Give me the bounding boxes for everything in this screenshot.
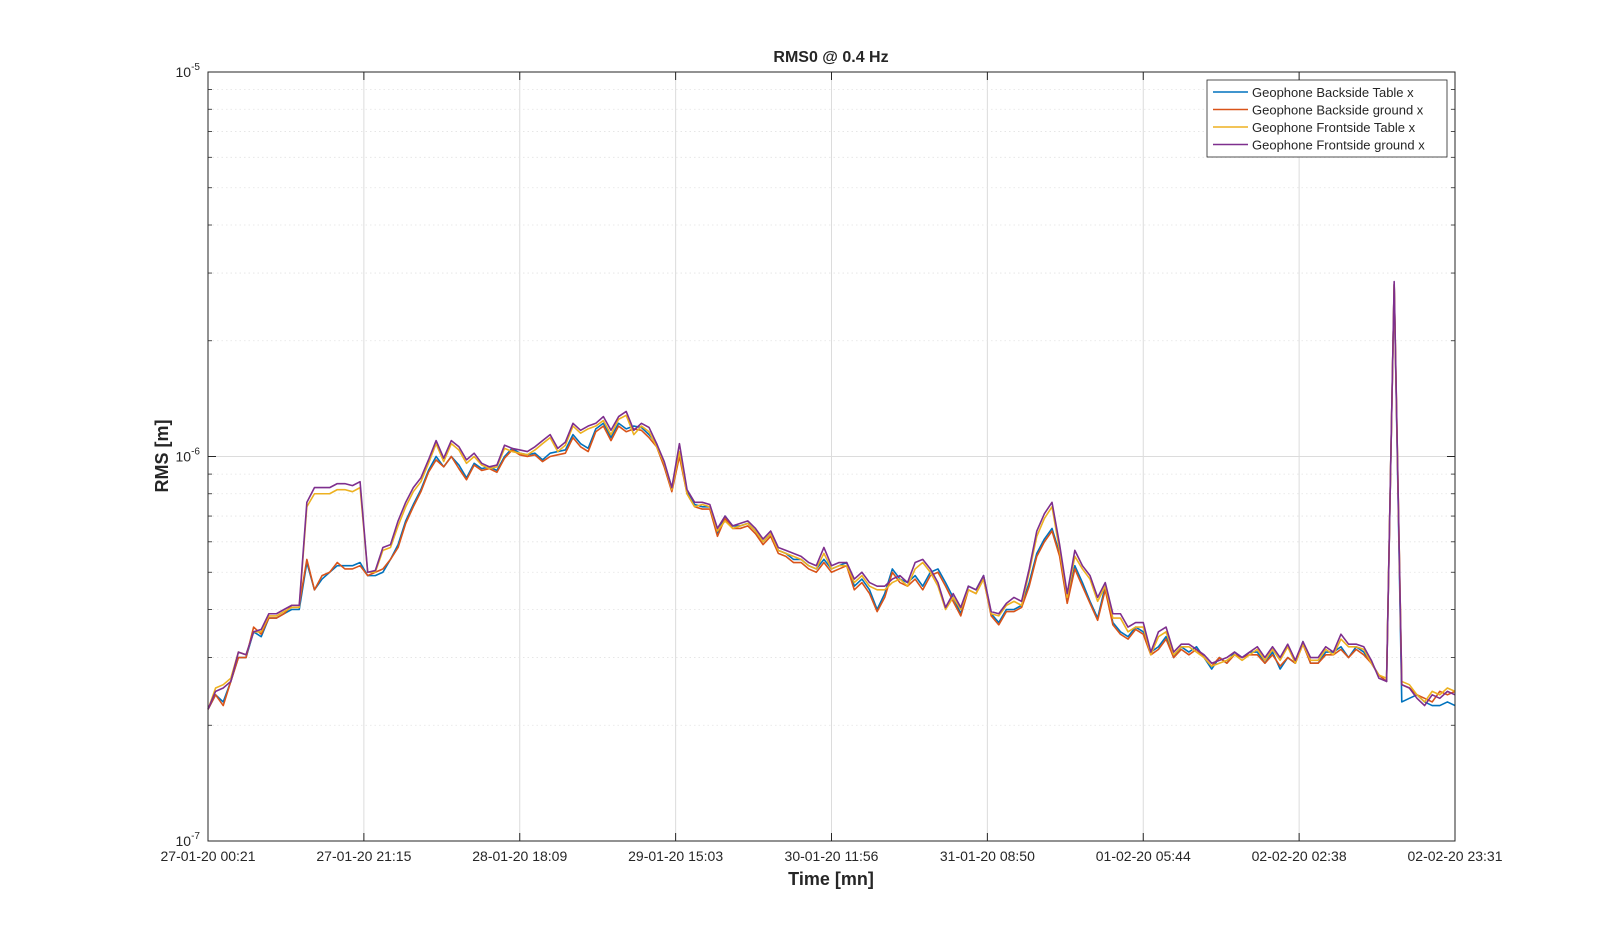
y-tick-label: 10-5 bbox=[176, 62, 201, 80]
legend: Geophone Backside Table x Geophone Backs… bbox=[1206, 79, 1448, 158]
x-tick-label: 28-01-20 18:09 bbox=[472, 848, 567, 864]
x-tick-label: 01-02-20 05:44 bbox=[1096, 848, 1191, 864]
x-axis-title: Time [mn] bbox=[788, 869, 874, 889]
series-layer bbox=[207, 280, 1456, 710]
y-tick-labels: 10-7 10-6 10-5 bbox=[176, 62, 201, 849]
ticks bbox=[207, 72, 1456, 842]
legend-label-2: Geophone Frontside Table x bbox=[1252, 120, 1416, 135]
legend-label-1: Geophone Backside ground x bbox=[1252, 103, 1424, 118]
x-tick-label: 31-01-20 08:50 bbox=[940, 848, 1035, 864]
y-axis-title: RMS [m] bbox=[152, 420, 172, 493]
series-line-2 bbox=[207, 283, 1456, 710]
y-tick-label: 10-7 bbox=[176, 831, 201, 849]
legend-label-3: Geophone Frontside ground x bbox=[1252, 138, 1425, 153]
x-tick-label: 29-01-20 15:03 bbox=[628, 848, 723, 864]
legend-label-0: Geophone Backside Table x bbox=[1252, 85, 1414, 100]
series-line-3 bbox=[207, 280, 1456, 710]
chart-title: RMS0 @ 0.4 Hz bbox=[773, 49, 888, 66]
x-tick-label: 27-01-20 00:21 bbox=[161, 848, 256, 864]
x-tick-label: 02-02-20 23:31 bbox=[1408, 848, 1503, 864]
x-tick-label: 27-01-20 21:15 bbox=[316, 848, 411, 864]
x-tick-labels: 27-01-20 00:21 27-01-20 21:15 28-01-20 18:… bbox=[161, 848, 1503, 864]
x-tick-label: 02-02-20 02:38 bbox=[1252, 848, 1347, 864]
x-tick-label: 30-01-20 11:56 bbox=[785, 848, 879, 864]
y-tick-label: 10-6 bbox=[176, 447, 201, 465]
grid bbox=[208, 72, 1455, 841]
